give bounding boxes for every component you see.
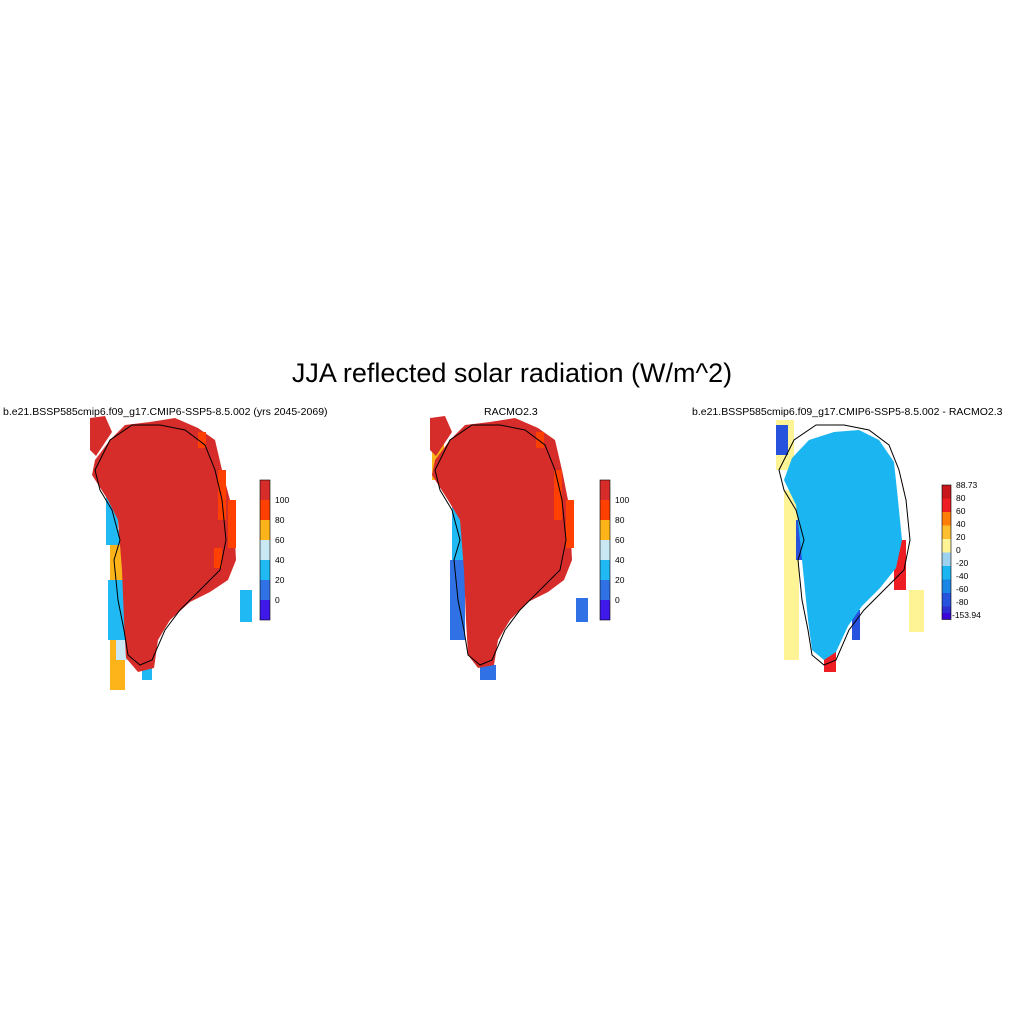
colorbar-segment: [942, 566, 951, 580]
colorbar-segment: [942, 593, 951, 607]
colorbar-label: 20: [275, 575, 285, 585]
north-tip: [90, 416, 112, 456]
colorbar-segment: [942, 525, 951, 539]
colorbar-label: 40: [956, 519, 966, 529]
map-panel-racmo: 100 80 60 40 20 0: [340, 410, 680, 690]
colorbar-label: 80: [956, 493, 966, 503]
colorbar-racmo: [599, 479, 611, 621]
colorbar-label: 20: [956, 532, 966, 542]
coastal-cells: [776, 420, 924, 660]
colorbar-label: -80: [956, 597, 969, 607]
colorbar-segment: [942, 498, 951, 512]
figure-title: JJA reflected solar radiation (W/m^2): [291, 358, 733, 388]
colorbar-segment: [942, 579, 951, 593]
colorbar-label: 80: [275, 515, 285, 525]
colorbar-segment: [600, 600, 610, 620]
colorbar-segment: [600, 540, 610, 560]
east-coast-cells: [198, 432, 236, 568]
greenland-map-model: [90, 416, 271, 690]
panel-title-racmo: RACMO2.3: [484, 406, 538, 418]
north-tip: [430, 416, 452, 456]
colorbar-label: 60: [956, 506, 966, 516]
colorbar-segment: [600, 480, 610, 500]
colorbar-label: -153.94: [952, 610, 981, 620]
panel-title-difference: b.e21.BSSP585cmip6.f09_g17.CMIP6-SSP5-8.…: [692, 406, 1003, 418]
colorbar-difference: [941, 484, 952, 620]
colorbar-label: 100: [615, 495, 630, 505]
colorbar-label: -40: [956, 571, 969, 581]
colorbar-segment: [942, 512, 951, 526]
colorbar-label: 0: [615, 595, 620, 605]
colorbar-segment: [260, 540, 270, 560]
colorbar-segment: [600, 520, 610, 540]
negative-cells: [776, 425, 860, 640]
colorbar-segment: [260, 520, 270, 540]
colorbar-model: [259, 479, 271, 621]
colorbar-segment: [600, 500, 610, 520]
colorbar-label: 0: [275, 595, 280, 605]
colorbar-label: 100: [275, 495, 290, 505]
map-panel-difference: 88.73 80 60 40 20 0 -20 -40 -60 -80 -153…: [684, 410, 1024, 690]
colorbar-label: -20: [956, 558, 969, 568]
colorbar-segment: [600, 580, 610, 600]
map-panel-model: 100 80 60 40 20 0: [0, 410, 340, 690]
east-coast-cells: [536, 432, 574, 548]
colorbar-segment: [260, 500, 270, 520]
colorbar-segment: [260, 480, 270, 500]
ice-sheet: [784, 430, 902, 660]
greenland-map-racmo: [430, 416, 611, 680]
coastline: [94, 424, 227, 666]
colorbar-segment: [260, 580, 270, 600]
colorbar-segment: [942, 552, 951, 566]
colorbar-label: 60: [615, 535, 625, 545]
colorbar-label: 40: [615, 555, 625, 565]
colorbar-label: 40: [275, 555, 285, 565]
colorbar-label: 0: [956, 545, 961, 555]
colorbar-label: 20: [615, 575, 625, 585]
greenland-map-difference: [776, 420, 952, 672]
colorbar-segment: [942, 485, 951, 499]
colorbar-segment: [942, 613, 951, 620]
coastline: [434, 424, 567, 666]
colorbar-segment: [260, 600, 270, 620]
colorbar-label: 60: [275, 535, 285, 545]
panel-title-model: b.e21.BSSP585cmip6.f09_g17.CMIP6-SSP5-8.…: [3, 406, 328, 418]
colorbar-label: 80: [615, 515, 625, 525]
ice-sheet: [92, 418, 236, 672]
colorbar-segment: [600, 560, 610, 580]
coastal-cells: [450, 560, 588, 680]
ice-sheet: [432, 418, 572, 668]
colorbar-label: -60: [956, 584, 969, 594]
colorbar-label: 88.73: [956, 480, 978, 490]
colorbar-segment: [260, 560, 270, 580]
colorbar-segment: [942, 606, 951, 613]
coastline: [778, 424, 911, 666]
colorbar-segment: [942, 539, 951, 553]
